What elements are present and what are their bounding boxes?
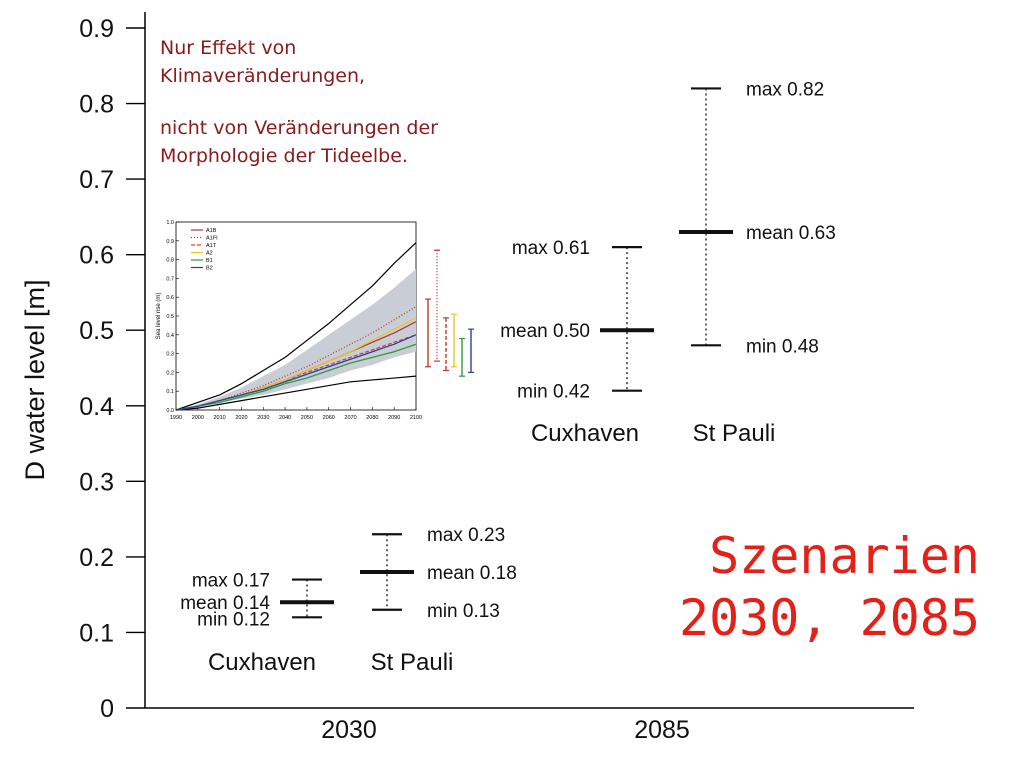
inset-y-tick-label: 0.5 — [166, 314, 174, 320]
annotation-climate-only: Nur Effekt von Klimaveränderungen, — [160, 34, 365, 90]
station-label: Cuxhaven — [531, 420, 639, 447]
annotation-morphology: nicht von Veränderungen der Morphologie … — [160, 114, 438, 170]
x-tick-label: 2085 — [634, 716, 690, 744]
inset-sea-level-chart: 1990 2000 2010 2020 2030 2040 2050 2060 2070 2080… — [156, 220, 474, 421]
y-tick-label: 0.7 — [79, 166, 114, 194]
value-label-min: min 0.12 — [197, 609, 270, 630]
value-label-mean: mean 0.14 — [180, 593, 270, 614]
inset-series-line — [175, 343, 417, 411]
station-label: Cuxhaven — [208, 649, 316, 676]
inset-y-tick-label: 0.1 — [166, 389, 174, 395]
inset-x-tick-label: 2090 — [388, 415, 400, 421]
inset-series-line — [175, 306, 417, 411]
inset-outer-upper-line — [175, 242, 417, 411]
y-tick-label: 0.8 — [79, 91, 114, 119]
inset-outer-lower-line — [175, 375, 417, 411]
inset-x-tick-label: 2040 — [279, 415, 291, 421]
annotation-line: Klimaveränderungen, — [160, 65, 366, 87]
inset-x-tick-label: 2030 — [257, 415, 269, 421]
inset-x-tick-label: 1990 — [170, 415, 182, 421]
value-label-max: max 0.61 — [512, 238, 590, 259]
inset-y-tick-label: 0.0 — [166, 408, 174, 414]
inset-x-tick-label: 2000 — [192, 415, 204, 421]
inset-x-tick-label: 2050 — [301, 415, 313, 421]
value-label-min: min 0.13 — [427, 601, 500, 622]
inset-y-tick-label: 0.3 — [166, 352, 174, 358]
inset-legend-label: B2 — [206, 266, 213, 272]
y-tick-label: 0.9 — [79, 15, 114, 43]
value-label-max: max 0.17 — [192, 571, 270, 592]
inset-y-tick-label: 0.8 — [166, 258, 174, 264]
y-tick-label: 0 — [100, 695, 114, 723]
inset-uncertainty-envelope — [176, 269, 416, 410]
inset-legend-label: A2 — [206, 251, 213, 257]
station-label: St Pauli — [693, 420, 776, 447]
inset-y-tick-label: 0.7 — [166, 276, 174, 282]
inset-x-tick-label: 2070 — [344, 415, 356, 421]
value-label-mean: mean 0.18 — [427, 563, 517, 584]
value-label-min: min 0.48 — [746, 336, 819, 357]
annotation-line: Morphologie der Tideelbe. — [160, 145, 408, 167]
value-label-max: max 0.23 — [427, 525, 505, 546]
y-tick-label: 0.5 — [79, 317, 114, 345]
inset-y-tick-label: 0.9 — [166, 239, 174, 245]
inset-x-tick-label: 2100 — [410, 415, 422, 421]
inset-series-line — [175, 334, 417, 411]
y-tick-label: 0.3 — [79, 468, 114, 496]
x-tick-label: 2030 — [321, 716, 377, 744]
inset-x-tick-label: 2080 — [366, 415, 378, 421]
y-tick-label: 0.4 — [79, 393, 114, 421]
inset-y-tick-label: 1.0 — [166, 220, 174, 226]
annotation-line: Nur Effekt von — [160, 37, 297, 59]
inset-x-tick-label: 2010 — [214, 415, 226, 421]
inset-legend-label: A1B — [206, 228, 217, 234]
inset-y-tick-label: 0.4 — [166, 333, 174, 339]
value-label-max: max 0.82 — [746, 79, 824, 100]
inset-y-tick-label: 0.2 — [166, 370, 174, 376]
y-tick-label: 0.6 — [79, 242, 114, 270]
y-axis-title: D water level [m] — [20, 279, 50, 480]
inset-legend-label: B1 — [206, 258, 213, 264]
inset-y-tick-label: 0.6 — [166, 295, 174, 301]
inset-y-axis-title: Sea level rise (m) — [156, 293, 162, 340]
y-tick-label: 0.2 — [79, 544, 114, 572]
annotation-line: nicht von Veränderungen der — [160, 117, 438, 139]
value-label-min: min 0.42 — [517, 382, 590, 403]
value-label-mean: mean 0.63 — [746, 223, 836, 244]
value-label-mean: mean 0.50 — [500, 321, 590, 342]
y-tick-label: 0.1 — [79, 619, 114, 647]
inset-legend-label: A1FI — [206, 236, 218, 242]
scenario-years: 2030, 2085 — [678, 589, 980, 647]
inset-legend-label: A1T — [206, 243, 217, 249]
inset-x-tick-label: 2060 — [323, 415, 335, 421]
station-label: St Pauli — [371, 649, 454, 676]
scenario-title: Szenarien — [709, 527, 980, 585]
inset-x-tick-label: 2020 — [235, 415, 247, 421]
